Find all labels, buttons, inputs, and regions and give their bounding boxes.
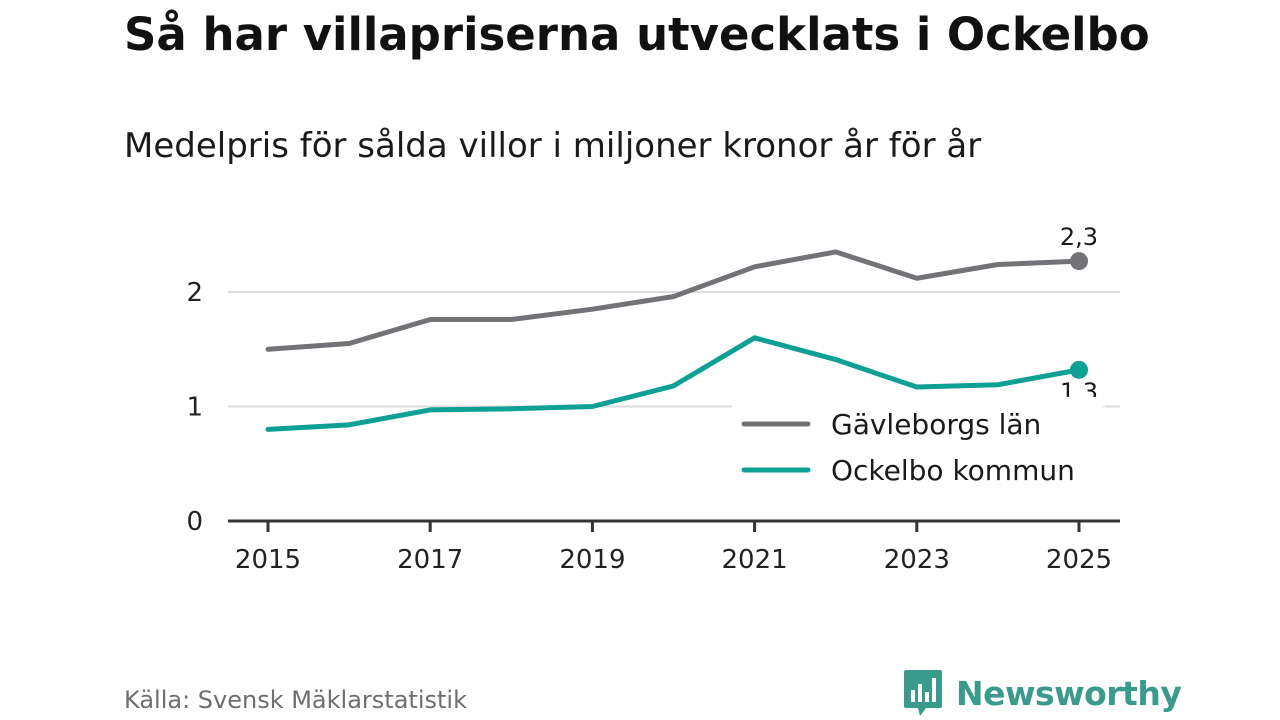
x-tick-label-2023: 2023 <box>884 545 950 575</box>
legend-background <box>732 404 1102 496</box>
end-label-gavleborgs-lan: 2,3 <box>1060 223 1098 251</box>
series-line-ockelbo-kommun <box>265 335 1082 432</box>
end-point-ockelbo-kommun <box>1070 360 1088 379</box>
x-tick-label-2015: 2015 <box>235 545 301 575</box>
legend-label-ockelbo-kommun: Ockelbo kommun <box>831 454 1075 487</box>
chart-subtitle: Medelpris för sålda villor i miljoner kr… <box>124 126 982 166</box>
logo-text: Newsworthy <box>956 673 1182 713</box>
series-line-gavleborgs-lan <box>265 249 1082 352</box>
x-tick-label-2019: 2019 <box>559 545 625 575</box>
newsworthy-logo: Newsworthy <box>902 668 1182 718</box>
x-tick-label-2017: 2017 <box>397 545 463 575</box>
y-tick-label-0: 0 <box>186 507 203 537</box>
x-tick-label-2025: 2025 <box>1046 545 1112 575</box>
x-tick-label-2021: 2021 <box>722 545 788 575</box>
legend-label-gavleborgs-lan: Gävleborgs län <box>831 408 1041 441</box>
end-point-gavleborgs-lan <box>1070 252 1088 271</box>
y-tick-label-2: 2 <box>186 278 203 308</box>
y-tick-label-1: 1 <box>186 393 203 423</box>
bar-chart-icon <box>904 670 942 716</box>
chart-title: Så har villapriserna utvecklats i Ockelb… <box>124 8 1150 61</box>
source-note: Källa: Svensk Mäklarstatistik <box>124 686 467 714</box>
end-label-mask-ockelbo-kommun <box>1053 396 1105 407</box>
